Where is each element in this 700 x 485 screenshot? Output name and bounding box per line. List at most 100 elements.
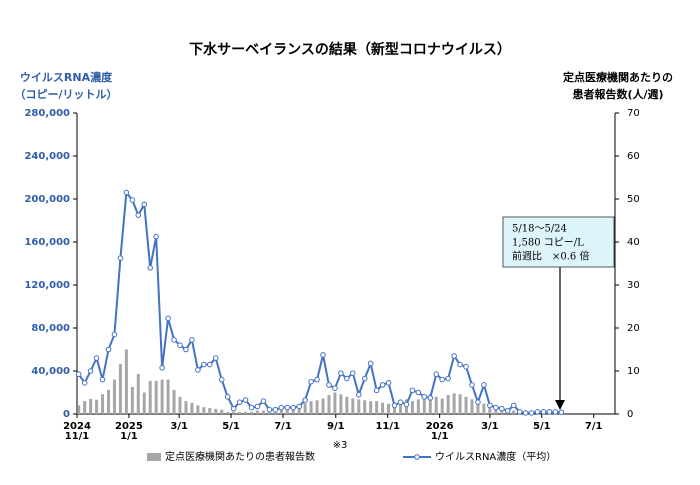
- bar: [118, 364, 122, 414]
- bar: [220, 409, 224, 414]
- y-tick-label: 120,000: [24, 280, 70, 291]
- annotation-arrowhead: [555, 400, 565, 410]
- y-tick-label: 40,000: [31, 366, 70, 377]
- bar: [363, 400, 367, 414]
- line-marker: [183, 346, 189, 353]
- x-tick-label: 5/1: [533, 421, 551, 432]
- line-marker: [504, 407, 511, 414]
- line-marker: [528, 410, 535, 416]
- line-marker: [355, 391, 362, 398]
- bar: [387, 403, 391, 414]
- bar: [309, 401, 313, 414]
- line-marker: [439, 376, 445, 383]
- line-marker: [421, 394, 428, 400]
- line-marker: [81, 380, 88, 386]
- line-marker: [302, 397, 308, 403]
- line-marker: [236, 399, 243, 405]
- line-marker: [153, 233, 159, 240]
- bar: [494, 407, 498, 414]
- bar: [95, 399, 99, 414]
- bar: [315, 400, 319, 414]
- bar: [410, 401, 414, 414]
- bar: [160, 379, 164, 414]
- bar: [232, 411, 236, 414]
- line-marker: [99, 376, 106, 383]
- line-marker: [433, 371, 440, 378]
- y-tick-label: 0: [63, 409, 70, 420]
- line-marker: [314, 376, 320, 383]
- line-marker: [254, 403, 261, 410]
- bar: [333, 392, 337, 414]
- x-tick-label: 5/1: [222, 421, 240, 432]
- y-tick-label: 160,000: [24, 237, 70, 248]
- line-marker: [469, 382, 475, 388]
- line-marker: [415, 389, 422, 396]
- bar: [101, 394, 105, 414]
- bar: [154, 380, 158, 414]
- line-marker: [397, 399, 404, 405]
- line-marker: [510, 402, 517, 409]
- bar: [345, 396, 349, 414]
- bar: [440, 398, 444, 414]
- line-marker: [350, 370, 356, 376]
- bar: [351, 398, 355, 414]
- line-marker: [409, 387, 416, 394]
- bar: [136, 374, 140, 414]
- y2-tick-label: 30: [627, 280, 640, 291]
- bar: [357, 399, 361, 414]
- line-marker: [260, 398, 267, 404]
- chart-title: 下水サーベイランスの結果（新型コロナウイルス）: [189, 41, 511, 58]
- bar: [250, 411, 254, 414]
- line-marker: [201, 361, 207, 368]
- line-marker: [266, 406, 273, 413]
- y2-axis-title: 定点医療機関あたりの: [563, 70, 673, 84]
- annotation-text: 前週比 ×0.6 倍: [512, 250, 589, 263]
- bar: [476, 401, 480, 414]
- line-marker: [338, 370, 344, 376]
- line-marker: [230, 405, 237, 412]
- y-axis-title: ウイルスRNA濃度: [20, 70, 113, 84]
- x-tick-label: 9/1: [327, 421, 345, 432]
- legend-swatch: [414, 454, 420, 460]
- legend-swatch: [147, 453, 161, 461]
- bar: [422, 398, 426, 414]
- bar: [244, 411, 248, 414]
- line-marker: [516, 409, 523, 415]
- bar: [279, 408, 283, 414]
- legend-note: ※3: [333, 440, 348, 451]
- x-tick-label: 2025 1/1: [115, 421, 143, 442]
- bar: [434, 396, 438, 414]
- line-marker: [278, 404, 285, 411]
- line-marker: [87, 368, 94, 374]
- line-marker: [248, 404, 255, 411]
- y-tick-label: 280,000: [24, 108, 70, 119]
- line-marker: [218, 376, 225, 383]
- line-marker: [391, 402, 398, 409]
- bar: [458, 394, 462, 414]
- line-marker: [445, 375, 451, 382]
- y-tick-label: 200,000: [24, 194, 70, 205]
- bar: [77, 405, 81, 414]
- bar: [166, 379, 170, 414]
- line-marker: [284, 404, 291, 411]
- line-marker: [403, 401, 410, 408]
- line-marker: [147, 265, 154, 271]
- bar: [512, 410, 516, 414]
- y-tick-label: 80,000: [31, 323, 70, 334]
- line-marker: [546, 409, 553, 415]
- line-marker: [463, 363, 469, 370]
- line-marker: [93, 355, 100, 361]
- y2-tick-label: 0: [627, 409, 633, 420]
- bar: [172, 389, 176, 414]
- bar: [202, 407, 206, 414]
- line-marker: [189, 337, 195, 343]
- line-marker: [344, 375, 350, 382]
- bar: [291, 407, 295, 414]
- bar: [446, 395, 450, 414]
- bar: [452, 393, 456, 414]
- line-marker: [498, 405, 505, 412]
- line-marker: [475, 399, 481, 405]
- x-tick-label: 3/1: [170, 421, 188, 432]
- bar: [83, 401, 87, 414]
